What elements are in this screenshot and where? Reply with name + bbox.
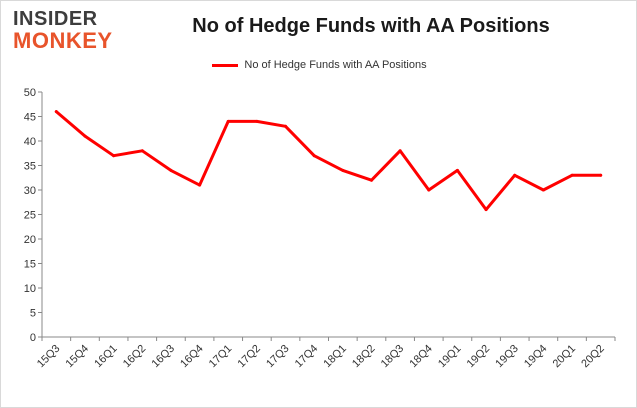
data-point (484, 208, 488, 212)
x-tick-label: 20Q2 (579, 343, 607, 371)
y-tick-label: 35 (24, 161, 36, 173)
data-point (312, 154, 316, 158)
data-point (83, 134, 87, 138)
insider-monkey-logo: INSIDER MONKEY (13, 9, 121, 52)
y-tick-label: 0 (30, 332, 36, 344)
data-point (54, 110, 58, 114)
x-tick-label: 19Q4 (522, 343, 550, 371)
data-point (255, 119, 259, 123)
data-point (541, 188, 545, 192)
x-tick-label: 17Q1 (207, 343, 235, 371)
x-tick-label: 19Q2 (465, 343, 493, 371)
x-tick-label: 19Q1 (436, 343, 464, 371)
y-tick-label: 10 (24, 283, 36, 295)
x-tick-label: 17Q4 (293, 343, 321, 371)
y-tick-label: 15 (24, 259, 36, 271)
data-point (369, 178, 373, 182)
data-point (341, 168, 345, 172)
y-tick-label: 30 (24, 185, 36, 197)
x-tick-label: 17Q3 (264, 343, 292, 371)
y-tick-label: 20 (24, 234, 36, 246)
legend-label: No of Hedge Funds with AA Positions (244, 59, 427, 71)
y-tick-label: 40 (24, 136, 36, 148)
x-tick-label: 16Q3 (150, 343, 178, 371)
data-point (427, 188, 431, 192)
data-point (140, 149, 144, 153)
x-tick-label: 16Q1 (92, 343, 120, 371)
x-tick-label: 15Q4 (64, 343, 92, 371)
data-point (599, 173, 603, 177)
y-tick-label: 45 (24, 112, 36, 124)
x-tick-label: 18Q3 (379, 343, 407, 371)
x-tick-label: 16Q2 (121, 343, 149, 371)
data-point (398, 149, 402, 153)
x-tick-label: 17Q2 (235, 343, 263, 371)
data-point (513, 173, 517, 177)
x-tick-label: 16Q4 (178, 343, 206, 371)
legend-swatch (212, 63, 239, 67)
x-tick-label: 15Q3 (35, 343, 63, 371)
series-line (54, 110, 603, 212)
y-tick-label: 50 (24, 87, 36, 99)
logo-line-1: INSIDER (13, 8, 98, 30)
data-point (284, 124, 288, 128)
x-tick-label: 18Q1 (321, 343, 349, 371)
data-point (112, 154, 116, 158)
x-tick-label: 19Q3 (493, 343, 521, 371)
x-tick-label: 20Q1 (551, 343, 579, 371)
x-tick-label: 18Q2 (350, 343, 378, 371)
data-point (226, 119, 230, 123)
data-point (455, 168, 459, 172)
y-tick-label: 5 (30, 308, 36, 320)
x-tick-label: 18Q4 (407, 343, 435, 371)
logo-line-2: MONKEY (13, 28, 113, 53)
y-tick-label: 25 (24, 210, 36, 222)
chart-legend: No of Hedge Funds with AA Positions (1, 57, 637, 73)
data-point (169, 168, 173, 172)
chart-title: No of Hedge Funds with AA Positions (192, 15, 550, 37)
data-point (570, 173, 574, 177)
data-point (198, 183, 202, 187)
